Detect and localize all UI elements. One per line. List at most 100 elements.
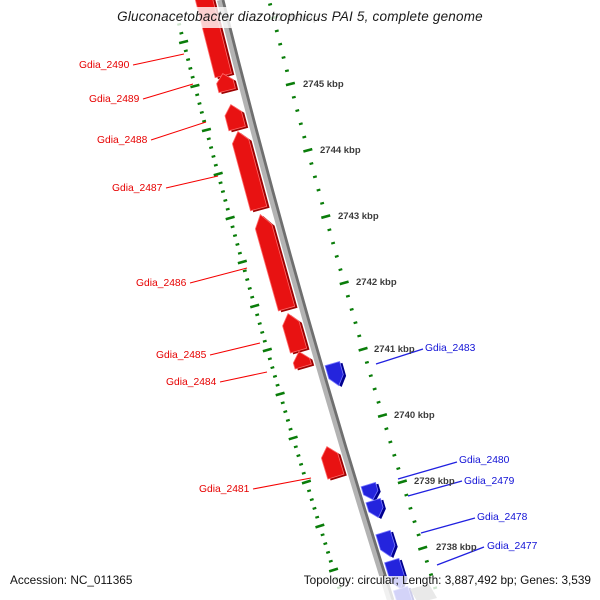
ruler-tick-minor xyxy=(257,322,262,326)
ruler-tick-minor xyxy=(232,234,238,238)
gene-label[interactable]: Gdia_2489 xyxy=(89,94,140,105)
ruler-label: 2739 kbp xyxy=(414,476,455,487)
ruler-tick-minor xyxy=(247,286,252,290)
gene-arrow[interactable] xyxy=(292,351,312,370)
ruler-tick-minor xyxy=(183,49,188,53)
ruler-tick-major xyxy=(358,346,368,352)
gene-label[interactable]: Gdia_2487 xyxy=(112,183,163,194)
ruler-tick-minor xyxy=(218,181,223,185)
map-title: Gluconacetobacter diazotrophicus PAI 5, … xyxy=(117,9,483,24)
ruler-tick-minor xyxy=(281,55,286,60)
gene-arrow[interactable] xyxy=(365,497,384,519)
gene-label[interactable]: Gdia_2478 xyxy=(477,512,528,523)
ruler-tick-minor xyxy=(320,533,325,537)
gene-label[interactable]: Gdia_2485 xyxy=(156,350,207,361)
ruler-tick-minor xyxy=(260,330,265,334)
ruler-tick-minor xyxy=(388,440,393,444)
ruler-tick-major xyxy=(328,567,339,573)
ruler-tick-minor xyxy=(208,146,214,150)
ruler-tick-minor xyxy=(188,66,193,70)
ruler-tick-minor xyxy=(320,201,325,205)
ruler-tick-minor xyxy=(245,278,250,282)
ruler-tick-minor xyxy=(213,163,218,167)
ruler-label: 2741 kbp xyxy=(374,344,415,355)
ruler-tick-minor xyxy=(293,445,298,449)
ruler-tick-major xyxy=(315,523,325,529)
gene-arrow[interactable] xyxy=(324,361,344,387)
ruler-tick-minor xyxy=(211,154,216,158)
gene-label[interactable]: Gdia_2481 xyxy=(199,484,250,495)
ruler-tick-major xyxy=(275,391,285,397)
ruler-tick-major xyxy=(213,171,223,177)
ruler-tick-minor xyxy=(296,453,301,458)
gene-label[interactable]: Gdia_2486 xyxy=(136,278,187,289)
gene-leader-line xyxy=(132,53,185,66)
ruler-tick-minor xyxy=(424,559,429,563)
gene-arrow[interactable] xyxy=(231,130,268,212)
ruler-tick-major xyxy=(190,83,200,89)
ruler-tick-minor xyxy=(272,374,278,378)
ruler-tick-minor xyxy=(309,497,314,502)
ruler-tick-minor xyxy=(298,462,304,467)
gene-leader-line xyxy=(189,267,248,284)
ruler-tick-minor xyxy=(338,268,343,272)
ruler-tick-minor xyxy=(267,357,272,361)
gene-arrow[interactable] xyxy=(254,213,296,312)
ruler-tick-major xyxy=(249,303,260,309)
gene-label[interactable]: Gdia_2480 xyxy=(459,455,510,466)
ruler-tick-minor xyxy=(328,559,333,563)
ruler-tick-minor xyxy=(179,31,184,35)
ruler-tick-minor xyxy=(315,515,320,519)
gene-leader-line xyxy=(252,477,312,490)
ruler-tick-minor xyxy=(197,102,202,106)
ruler-tick-minor xyxy=(412,519,417,524)
gene-arrow[interactable] xyxy=(375,529,396,558)
gene-arrow[interactable] xyxy=(282,312,308,354)
gene-arrow[interactable] xyxy=(224,104,246,132)
ruler-tick-major xyxy=(339,280,349,286)
ruler-tick-minor xyxy=(327,228,332,232)
ruler-tick-minor xyxy=(199,110,204,114)
ruler-tick-minor xyxy=(220,190,226,194)
ruler-tick-major xyxy=(320,214,331,220)
ruler-label: 2744 kbp xyxy=(320,145,361,156)
genome-backbone xyxy=(216,0,393,600)
gene-label[interactable]: Gdia_2488 xyxy=(97,135,148,146)
ruler-tick-minor xyxy=(372,387,377,391)
ruler-tick-minor xyxy=(201,119,207,123)
ruler-tick-major xyxy=(377,412,388,419)
gene-arrow[interactable] xyxy=(320,446,345,480)
ruler-tick-minor xyxy=(384,427,389,431)
gene-arrow[interactable] xyxy=(216,73,236,94)
ruler-tick-major xyxy=(301,479,312,485)
ruler-tick-minor xyxy=(288,427,293,431)
gene-leader-line xyxy=(165,175,219,189)
ruler-tick-major xyxy=(201,127,212,133)
ruler-tick-minor xyxy=(368,374,373,378)
ruler-tick-minor xyxy=(364,360,370,365)
ruler-label: 2745 kbp xyxy=(303,79,344,90)
ruler-tick-minor xyxy=(280,401,285,405)
ruler-tick-minor xyxy=(235,242,240,246)
ruler-tick-minor xyxy=(309,162,314,166)
gene-label[interactable]: Gdia_2477 xyxy=(487,541,538,552)
gene-leader-line xyxy=(436,546,485,566)
gene-arrow[interactable] xyxy=(360,481,379,501)
ruler-tick-major xyxy=(237,259,248,265)
ruler-tick-minor xyxy=(330,241,336,245)
ruler-label: 2742 kbp xyxy=(356,277,397,288)
ruler-tick-major xyxy=(303,147,313,153)
gene-label[interactable]: Gdia_2479 xyxy=(464,476,515,487)
ruler-tick-minor xyxy=(268,2,273,6)
gene-label[interactable]: Gdia_2483 xyxy=(425,343,476,354)
gene-leader-line xyxy=(397,461,458,480)
ruler-tick-minor xyxy=(190,75,195,79)
ruler-tick-major xyxy=(225,215,235,221)
ruler-label: 2743 kbp xyxy=(338,211,379,222)
ruler-label: 2738 kbp xyxy=(436,542,477,553)
footer-overlay-band xyxy=(0,576,600,600)
gene-label[interactable]: Gdia_2490 xyxy=(79,60,130,71)
gene-label[interactable]: Gdia_2484 xyxy=(166,377,217,388)
ruler-tick-minor xyxy=(416,533,421,537)
